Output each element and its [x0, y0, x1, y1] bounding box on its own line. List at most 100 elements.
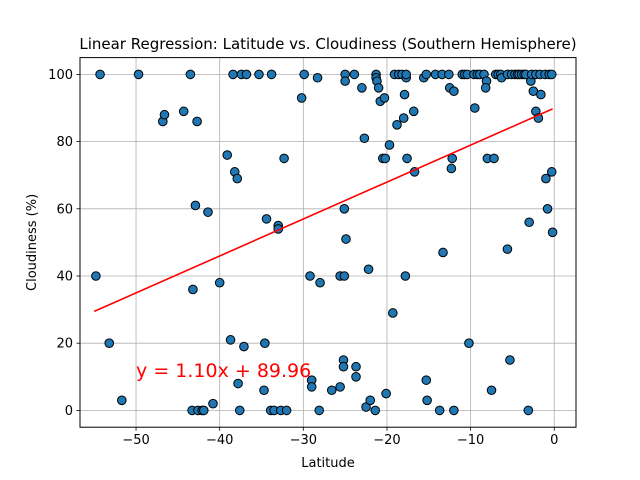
data-point — [444, 69, 454, 80]
data-point — [340, 76, 350, 86]
data-point — [361, 402, 371, 412]
data-point — [422, 395, 432, 406]
data-point — [91, 271, 101, 281]
data-point — [469, 103, 480, 113]
data-point — [117, 395, 127, 406]
data-point — [546, 167, 557, 177]
data-point — [259, 385, 269, 396]
y-axis-label: Cloudiness (%) — [25, 194, 40, 291]
data-point — [339, 204, 350, 214]
data-point — [306, 382, 317, 392]
x-tick-label: −30 — [290, 433, 317, 448]
data-point — [546, 69, 557, 80]
data-point — [421, 375, 432, 385]
data-point — [542, 204, 553, 214]
grid — [80, 57, 576, 428]
data-point — [133, 69, 144, 80]
data-point — [188, 284, 198, 295]
data-point — [351, 372, 361, 382]
y-tick-label: 100 — [48, 68, 73, 83]
y-tick-label: 60 — [56, 202, 73, 217]
data-point — [279, 153, 289, 164]
regression-equation: y = 1.10x + 89.96 — [136, 360, 311, 382]
data-point — [339, 271, 350, 281]
data-point — [384, 140, 395, 150]
data-point — [178, 106, 189, 117]
data-point — [359, 133, 370, 144]
data-point — [305, 271, 315, 281]
data-point — [260, 338, 270, 349]
data-point — [254, 69, 264, 80]
x-tick-label: −20 — [373, 433, 400, 448]
data-point — [438, 247, 448, 258]
data-points — [91, 69, 558, 416]
data-point — [296, 93, 307, 103]
data-point — [373, 83, 384, 93]
data-point — [266, 69, 277, 80]
data-point — [408, 106, 419, 117]
y-tick-label: 80 — [56, 135, 73, 150]
x-axis-label: Latitude — [301, 456, 355, 471]
data-point — [489, 153, 499, 164]
data-point — [388, 308, 398, 318]
data-point — [523, 405, 534, 416]
data-point — [232, 173, 243, 184]
data-point — [363, 264, 374, 275]
data-point — [326, 385, 337, 396]
chart-title: Linear Regression: Latitude vs. Cloudine… — [79, 35, 576, 53]
data-point — [222, 150, 233, 160]
data-point — [379, 93, 390, 103]
data-point — [208, 398, 218, 409]
data-point — [198, 405, 209, 416]
data-point — [399, 89, 410, 100]
data-point — [505, 355, 515, 365]
y-axis-ticks: 0 20 40 60 80 100 — [48, 68, 80, 419]
data-point — [392, 120, 402, 130]
data-point — [192, 116, 202, 127]
data-point — [233, 378, 243, 389]
x-axis-ticks: −50 −40 −30 −20 −10 0 — [122, 427, 558, 448]
x-tick-label: −50 — [122, 433, 149, 448]
data-point — [547, 227, 558, 238]
data-point — [338, 361, 349, 372]
x-tick-label: 0 — [550, 433, 558, 448]
data-point — [203, 207, 213, 217]
data-point — [281, 405, 292, 416]
data-point — [314, 405, 325, 416]
data-point — [502, 244, 513, 254]
data-point — [536, 89, 546, 100]
data-point — [190, 200, 201, 211]
data-point — [261, 214, 272, 224]
data-point — [357, 83, 367, 93]
data-point — [365, 395, 376, 406]
data-point — [225, 335, 236, 345]
data-point — [315, 277, 325, 288]
data-point — [480, 83, 491, 93]
data-point — [381, 388, 391, 399]
y-tick-label: 20 — [56, 337, 73, 352]
data-point — [341, 234, 351, 244]
data-point — [104, 338, 115, 349]
data-point — [402, 153, 412, 164]
data-point — [446, 163, 457, 174]
data-point — [370, 405, 381, 416]
data-point — [234, 405, 245, 416]
data-point — [335, 382, 345, 392]
data-point — [95, 69, 105, 80]
y-tick-label: 40 — [56, 270, 73, 285]
data-point — [401, 69, 412, 80]
regression-line — [93, 108, 553, 313]
data-point — [449, 405, 459, 416]
data-point — [434, 405, 445, 416]
data-point — [228, 69, 238, 80]
y-tick-label: 0 — [65, 404, 73, 419]
data-point — [380, 153, 391, 164]
data-point — [486, 385, 497, 396]
data-point — [349, 69, 360, 80]
data-point — [241, 69, 252, 80]
data-point — [400, 271, 411, 281]
plot-frame — [79, 57, 577, 428]
data-point — [421, 69, 432, 80]
data-point — [185, 69, 196, 80]
